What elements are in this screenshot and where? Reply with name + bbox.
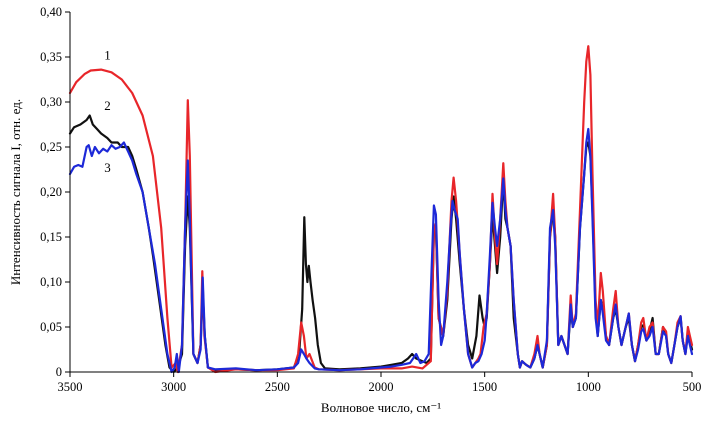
curve-label-3: 3 <box>104 160 111 175</box>
y-axis-ticks: 0 0,05 0,10 0,15 0,20 0,25 0,30 0,35 0,40 <box>40 5 70 379</box>
x-tick-label: 500 <box>683 380 702 394</box>
y-tick-label: 0,25 <box>40 140 62 154</box>
x-tick-label: 3000 <box>161 380 186 394</box>
curve-labels: 1 2 3 <box>104 48 111 175</box>
series-lines <box>68 45 694 374</box>
x-tick-label: 1500 <box>472 380 497 394</box>
y-tick-label: 0,35 <box>40 50 62 64</box>
x-tick-label: 2000 <box>369 380 394 394</box>
y-tick-label: 0,30 <box>40 95 62 109</box>
x-axis-ticks: 3500 3000 2500 2000 1500 1000 500 <box>58 372 702 394</box>
curve-label-2: 2 <box>104 98 111 113</box>
y-axis-title: Интенсивность сигнала I, отн. ед. <box>8 99 23 285</box>
x-tick-label: 2500 <box>265 380 290 394</box>
curve-label-1: 1 <box>104 48 111 63</box>
y-tick-label: 0,20 <box>40 185 62 199</box>
y-tick-label: 0,40 <box>40 5 62 19</box>
x-tick-label: 3500 <box>58 380 83 394</box>
y-tick-label: 0 <box>56 365 62 379</box>
y-tick-label: 0,10 <box>40 275 62 289</box>
y-tick-label: 0,05 <box>40 320 62 334</box>
x-tick-label: 1000 <box>576 380 601 394</box>
y-tick-label: 0,15 <box>40 230 62 244</box>
series-line-3 <box>68 127 694 374</box>
x-axis-title: Волновое число, см⁻¹ <box>321 400 441 415</box>
